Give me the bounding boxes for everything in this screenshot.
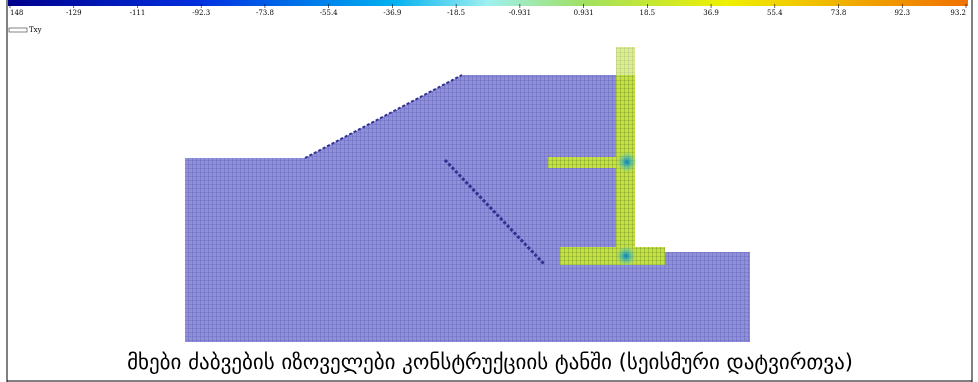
colorbar-label: 73.8 <box>831 9 847 17</box>
caption: მხები ძაბვების იზოველები კონსტრუქციის ტა… <box>127 350 853 374</box>
anchor <box>443 158 547 267</box>
legend-label: Txy <box>29 26 42 34</box>
colorbar-label: -111 <box>130 9 146 17</box>
soil-mesh <box>185 75 750 342</box>
colorbar-label: 18.5 <box>640 9 656 17</box>
slope-edge <box>304 74 463 159</box>
stress-zone <box>616 246 636 266</box>
colorbar-label: 93.2 <box>950 9 966 17</box>
colorbar-label: -36.9 <box>383 9 401 17</box>
base-slab <box>560 247 665 265</box>
stress-zone <box>617 152 637 172</box>
colorbar-label: -55.4 <box>320 9 338 17</box>
legend-swatch <box>8 27 28 33</box>
colorbar <box>8 0 968 6</box>
colorbar-label: 148 <box>10 9 23 17</box>
colorbar-label: 0.931 <box>574 9 594 17</box>
colorbar-label: -73.8 <box>256 9 274 17</box>
colorbar-label: 92.3 <box>894 9 910 17</box>
colorbar-label: 55.4 <box>767 9 783 17</box>
colorbar-label: -92.3 <box>192 9 210 17</box>
colorbar-label: -129 <box>66 9 82 17</box>
shelf <box>548 157 625 168</box>
colorbar-label: 36.9 <box>703 9 719 17</box>
colorbar-label: -0.931 <box>509 9 531 17</box>
colorbar-label: -18.5 <box>447 9 465 17</box>
